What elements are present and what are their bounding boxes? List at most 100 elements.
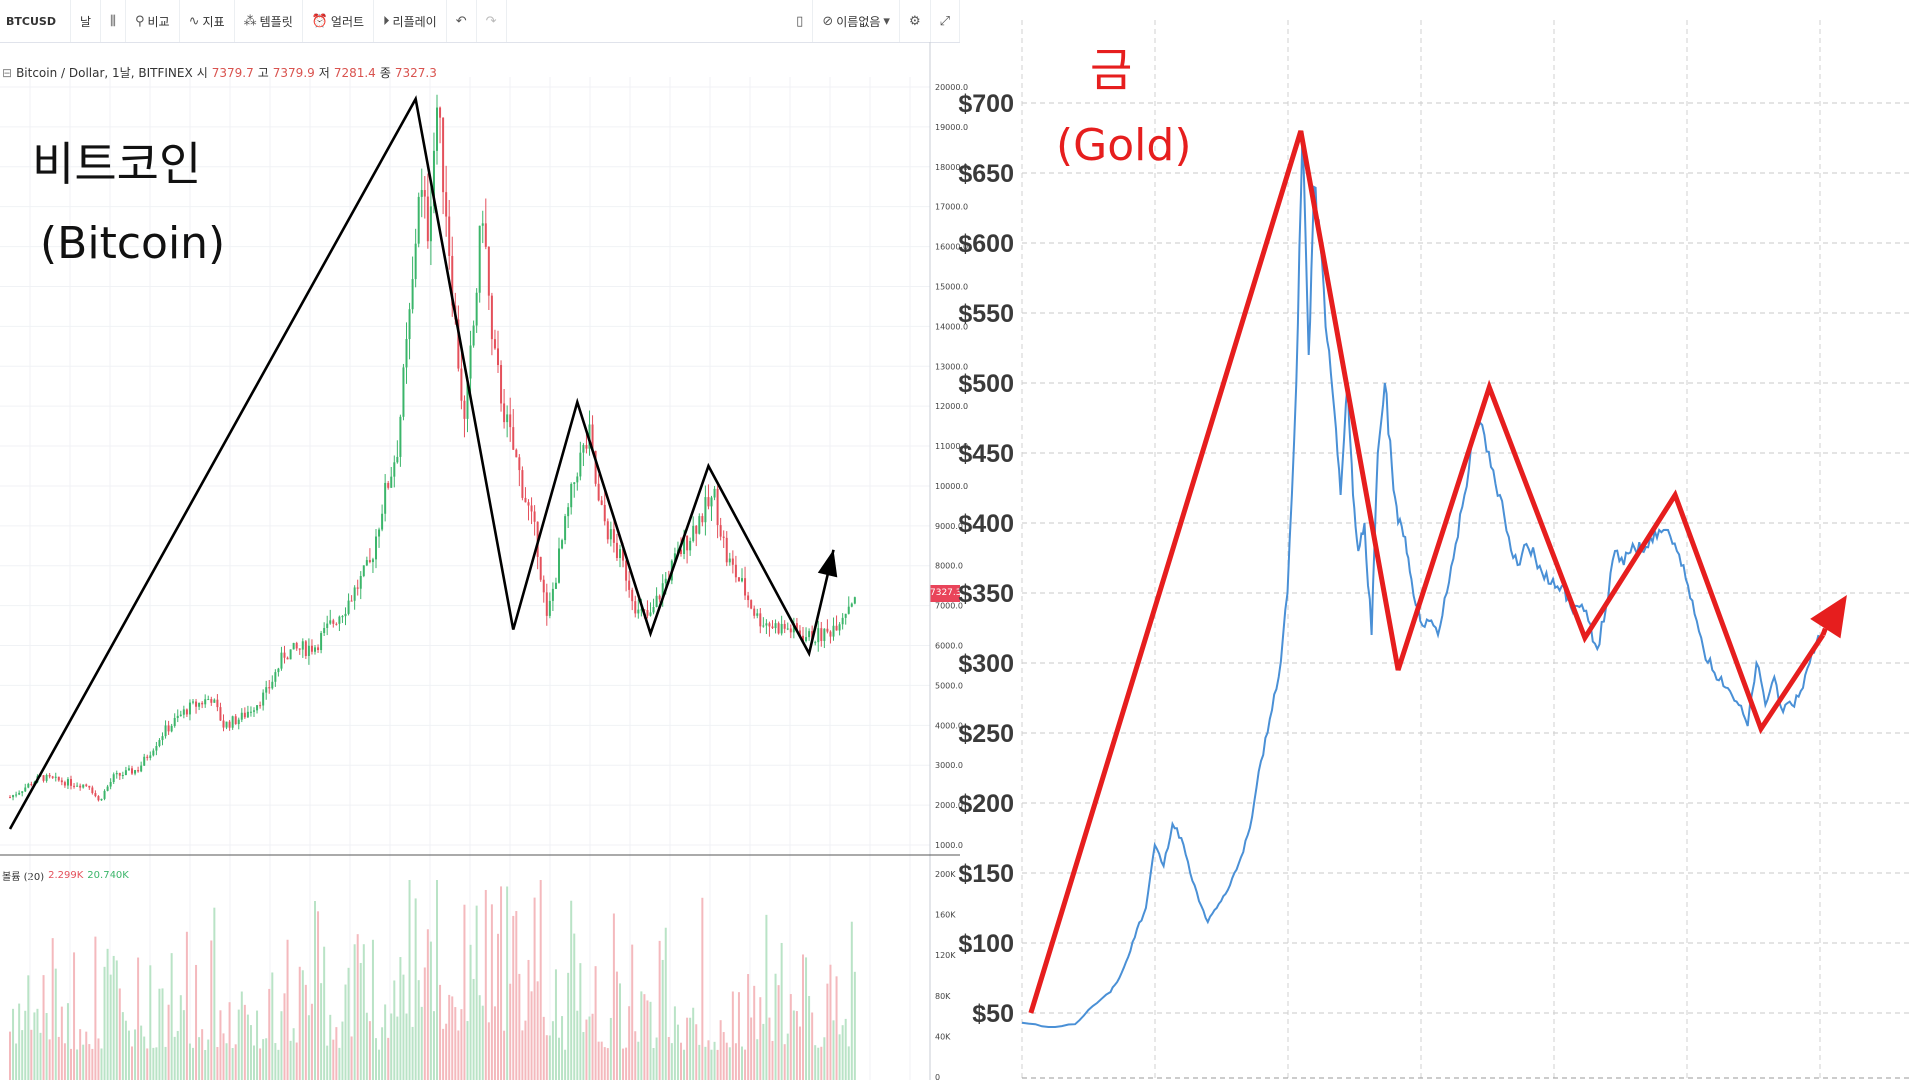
alert-button[interactable]: ⏰ 얼러트 — [303, 0, 375, 42]
btc-price-tick: 17000.0 — [935, 203, 968, 212]
btc-volume-bar — [579, 963, 582, 1080]
btc-candle — [756, 613, 759, 616]
btc-candle — [640, 609, 643, 611]
redo-button[interactable]: ↷ — [477, 0, 507, 42]
interval-button[interactable]: 날 — [71, 0, 101, 42]
btc-volume-bar — [381, 1027, 384, 1080]
layout-button[interactable]: ▯ — [787, 0, 814, 42]
btc-candle — [832, 625, 835, 637]
compare-button[interactable]: ⚲ 비교 — [126, 0, 180, 42]
symbol-selector[interactable]: BTCUSD — [0, 0, 71, 42]
btc-volume-bar — [271, 972, 274, 1080]
save-layout-button[interactable]: ⊘ 이름없음 ▾ — [813, 0, 900, 42]
btc-volume-bar — [45, 1013, 48, 1080]
btc-candle — [759, 613, 762, 627]
btc-candle — [173, 718, 176, 726]
btc-candle — [734, 564, 737, 578]
btc-volume-bar — [423, 967, 426, 1080]
btc-volume-bar — [713, 1041, 716, 1080]
btc-candle — [680, 549, 682, 555]
replay-button[interactable]: ⏵ 리플레이 — [374, 0, 447, 42]
btc-volume-bar — [493, 1006, 496, 1080]
indicators-button[interactable]: ∿ 지표 — [180, 0, 235, 42]
btc-candle — [158, 740, 161, 746]
btc-volume-bar — [695, 1024, 698, 1080]
undo-icon: ↶ — [455, 13, 467, 29]
btc-volume-bar — [185, 931, 188, 1080]
btc-volume-bar — [36, 1008, 39, 1080]
btc-volume-bar — [756, 1039, 759, 1080]
btc-volume-bar — [536, 981, 539, 1080]
btc-volume-bar — [332, 1039, 335, 1080]
btc-volume-bar — [51, 938, 54, 1080]
btc-candle — [466, 378, 469, 419]
btc-volume-bar — [774, 973, 777, 1080]
btc-volume-bar — [805, 957, 808, 1080]
fullscreen-button[interactable]: ⤢ — [931, 0, 960, 42]
btc-candle — [835, 625, 838, 631]
btc-volume-bar — [487, 1022, 490, 1080]
btc-volume-bar — [131, 1046, 133, 1080]
btc-candle — [210, 699, 213, 703]
btc-candle — [628, 580, 631, 590]
btc-candle — [225, 721, 228, 728]
btc-volume-bar — [54, 968, 57, 1080]
btc-volume-bar — [786, 1033, 789, 1080]
btc-candle — [500, 365, 503, 404]
bitcoin-chart-panel[interactable]: BTCUSD 날 ⫼ ⚲ 비교 ∿ 지표 ⁂ 템플릿 ⏰ 얼러트 ⏵ 리플레이 ↶ ↷ ▯… — [0, 0, 960, 1080]
btc-candle — [564, 516, 567, 541]
btc-volume-bar — [91, 1048, 94, 1080]
collapse-icon[interactable]: ⊟ — [2, 65, 13, 80]
btc-volume-bar — [353, 944, 356, 1080]
btc-volume-bar — [57, 1036, 60, 1080]
volume-value-2: 20.740K — [87, 870, 129, 881]
templates-button[interactable]: ⁂ 템플릿 — [235, 0, 303, 42]
btc-volume-bar — [176, 1030, 179, 1080]
btc-volume-bar — [777, 985, 780, 1080]
btc-candle — [570, 484, 573, 508]
btc-volume-bar — [506, 886, 509, 1080]
btc-volume-bar — [802, 954, 804, 1080]
btc-volume-bar — [542, 1016, 545, 1080]
btc-volume-bar — [469, 944, 472, 1080]
undo-button[interactable]: ↶ — [447, 0, 477, 42]
btc-volume-bar — [737, 992, 740, 1080]
btc-candle — [460, 368, 463, 401]
btc-volume-bar — [609, 1017, 612, 1080]
layout-icon: ▯ — [796, 13, 804, 29]
chart-type-button[interactable]: ⫼ — [101, 0, 126, 42]
btc-volume-bar — [652, 1048, 655, 1080]
btc-volume-bar — [832, 1020, 835, 1080]
btc-volume-bar — [24, 1010, 27, 1080]
btc-candle — [707, 497, 710, 507]
close-label: 종 — [379, 66, 391, 80]
btc-candle — [73, 785, 76, 787]
btc-candle — [265, 687, 268, 693]
open-label: 시 — [196, 66, 208, 80]
btc-candle — [18, 792, 21, 795]
btc-candle — [402, 367, 405, 417]
last-price-tag: 7327.3 — [930, 585, 960, 602]
btc-volume-bar — [622, 1048, 625, 1080]
btc-candle — [97, 796, 100, 801]
settings-button[interactable]: ⚙ — [900, 0, 931, 42]
btc-volume-bar — [429, 941, 432, 1080]
btc-volume-bar — [676, 1024, 679, 1080]
gear-icon: ⚙ — [908, 13, 921, 29]
btc-volume-bar — [680, 1042, 682, 1080]
volume-legend: 볼륨 (20) 2.299K 20.740K — [2, 868, 129, 883]
btc-candle — [503, 403, 506, 423]
open-value: 7379.7 — [211, 65, 254, 80]
btc-volume-bar — [829, 964, 832, 1080]
btc-volume-bar — [436, 880, 438, 1080]
btc-volume-bar — [155, 1047, 158, 1080]
btc-volume-bar — [94, 936, 97, 1080]
btc-candle — [698, 516, 701, 534]
btc-candle — [710, 497, 713, 507]
btc-candle — [814, 642, 817, 644]
btc-candle — [195, 701, 198, 707]
btc-volume-bar — [521, 1030, 524, 1080]
btc-volume-bar — [317, 911, 320, 1080]
btc-candle — [725, 537, 728, 563]
btc-pattern-arrowhead — [817, 549, 838, 578]
